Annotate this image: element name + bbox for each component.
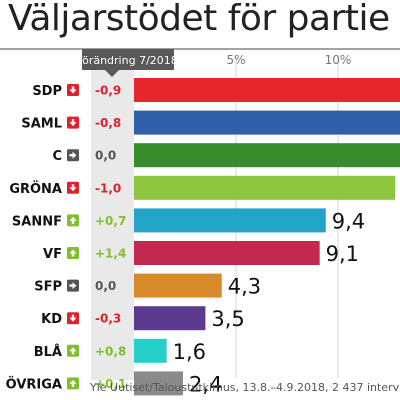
bar [134,338,167,363]
value-label: 1,6 [173,340,206,364]
change-value: -0,9 [95,84,121,98]
change-value: -1,0 [95,181,121,195]
chart-title: Väljarstödet för partie [8,0,390,39]
value-label: 9,4 [332,209,365,233]
party-label: SFP [34,280,62,295]
tick-label: 10% [325,53,352,67]
change-value: 0,0 [95,279,116,293]
change-header-pointer [105,70,119,77]
change-value: +0,7 [95,214,126,228]
arrow-glyph [69,216,77,224]
change-value: +0,8 [95,344,126,358]
value-label: 4,3 [228,275,261,299]
change-value: -0,8 [95,116,121,130]
change-header-box [82,49,174,70]
arrow-glyph [69,379,77,387]
bar [134,175,396,200]
tick-label: 5% [226,53,245,67]
party-label: SDP [32,84,62,99]
change-value: -0,3 [95,312,121,326]
arrow-glyph [69,86,77,94]
arrow-glyph [69,151,77,159]
party-label: KD [41,312,62,327]
bar [134,143,400,168]
value-label: 3,5 [211,307,244,331]
party-label: SAML [21,117,62,132]
change-column-bg [91,70,134,380]
party-label: ÖVRIGA [6,376,62,392]
arrow-glyph [69,314,77,322]
arrow-glyph [69,119,77,127]
arrow-glyph [69,249,77,257]
source-note: Yle Uutiset/Taloustutkimus, 13.8.–4.9.20… [90,381,400,394]
party-label: C [52,149,62,164]
bar [134,208,326,233]
party-label: GRÖNA [9,181,62,197]
value-label: 2,4 [189,372,222,396]
value-label: 9,1 [326,242,359,266]
arrow-glyph [69,184,77,192]
party-label: VF [43,247,62,262]
change-header-label: förändring 7/2018 [78,54,178,67]
party-label: SANNF [12,214,62,229]
bar [134,306,206,331]
bar [134,78,400,102]
change-value: +1,4 [95,247,126,261]
change-value: +0,1 [95,377,126,391]
party-label: BLÅ [34,344,62,360]
bar [134,241,320,265]
bar [134,110,400,135]
bar [134,273,222,298]
arrow-glyph [69,347,77,355]
bar [134,371,183,396]
arrow-glyph [69,282,77,290]
change-value: 0,0 [95,149,116,163]
